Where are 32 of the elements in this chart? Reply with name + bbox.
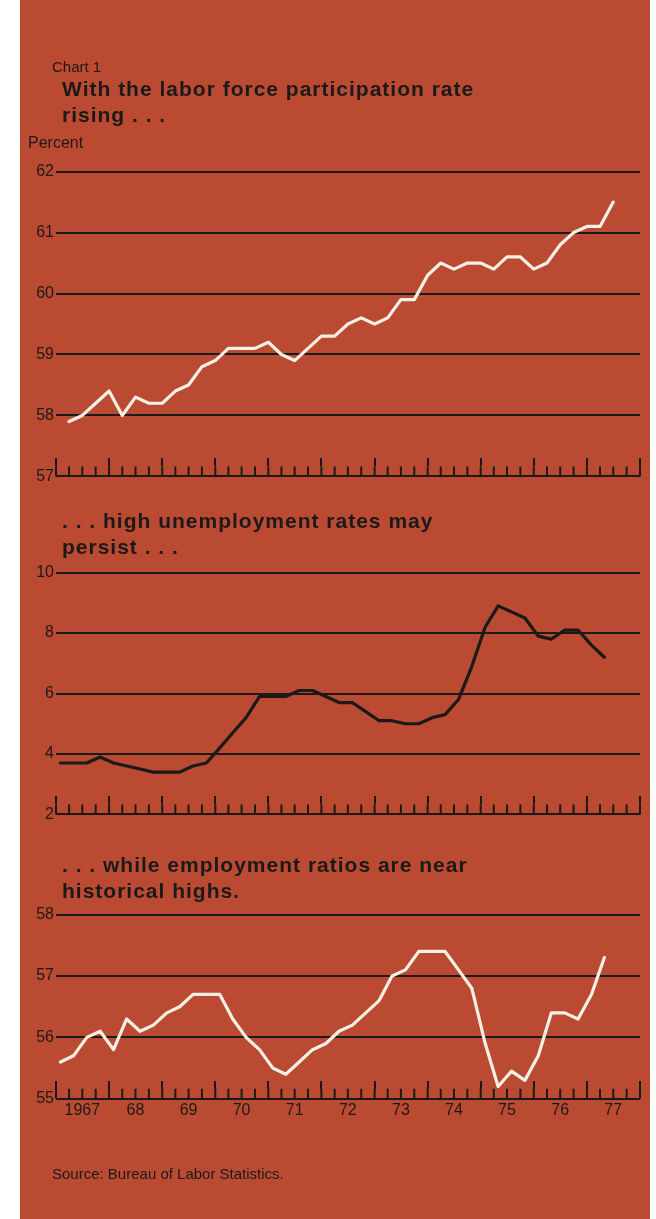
y-tick-label: 59 — [36, 344, 55, 362]
y-tick-label: 58 — [36, 405, 55, 423]
x-tick-label: 70 — [232, 1100, 251, 1118]
y-tick-label: 6 — [45, 683, 55, 701]
caption: Chart 1 — [52, 58, 102, 75]
y-tick-label: 8 — [45, 623, 55, 641]
x-tick-label: 71 — [285, 1100, 304, 1118]
x-tick-label: 72 — [338, 1100, 357, 1118]
x-tick-label: 74 — [445, 1100, 463, 1118]
y-tick-label: 62 — [36, 162, 55, 180]
y-tick-label: 57 — [36, 466, 55, 484]
y-tick-label: 57 — [36, 966, 55, 984]
x-tick-label: 76 — [551, 1100, 570, 1118]
y-tick-label: 56 — [36, 1027, 55, 1045]
y-tick-label: 10 — [36, 563, 55, 581]
chart-title: With the labor force participation rate rising . . . — [62, 76, 476, 128]
y-tick-label: 60 — [36, 283, 55, 301]
x-tick-label: 69 — [179, 1100, 198, 1118]
x-tick-label: 75 — [498, 1100, 517, 1118]
chart-title: . . . high unemployment rates may persist . . . — [62, 508, 435, 560]
x-tick-label: 73 — [392, 1100, 410, 1118]
y-tick-label: 61 — [36, 222, 55, 240]
y-axis-title: Percent — [28, 134, 84, 152]
y-tick-label: 2 — [45, 804, 55, 822]
y-tick-label: 55 — [36, 1089, 55, 1107]
x-tick-label: 68 — [126, 1100, 145, 1118]
source-note: Source: Bureau of Labor Statistics. — [52, 1165, 284, 1182]
x-tick-label: 77 — [604, 1100, 623, 1118]
y-tick-label: 58 — [36, 905, 55, 923]
y-tick-label: 4 — [45, 744, 55, 762]
chart-title: . . . while employment ratios are near historical highs. — [62, 852, 469, 904]
x-tick-label: 1967 — [64, 1100, 101, 1118]
